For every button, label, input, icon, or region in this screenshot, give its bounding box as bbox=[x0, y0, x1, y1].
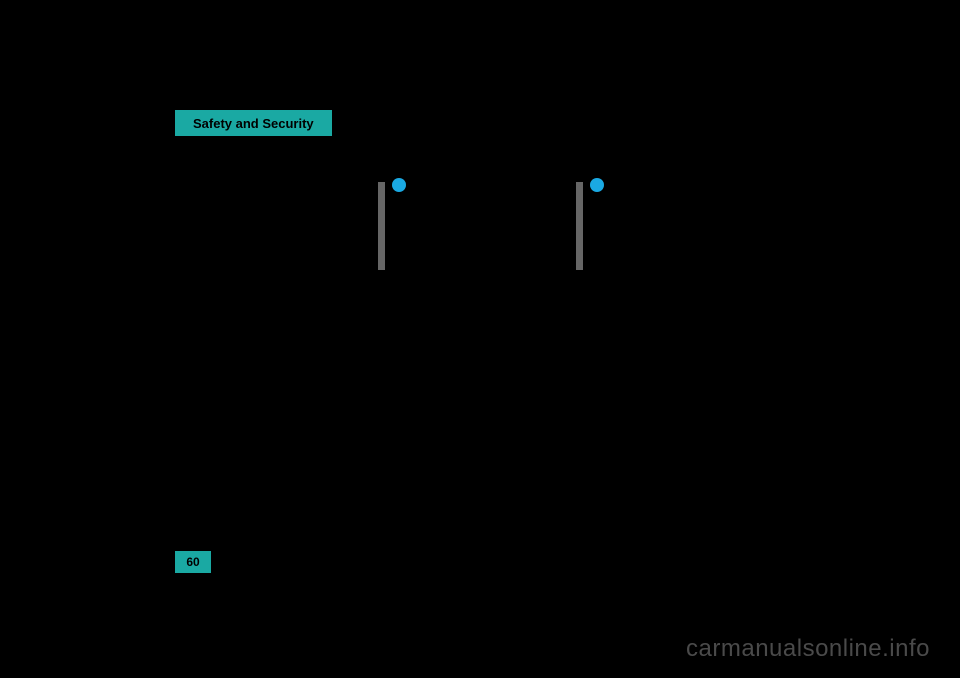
info-icon bbox=[590, 178, 604, 192]
page-number-value: 60 bbox=[186, 555, 199, 569]
watermark-text: carmanualsonline.info bbox=[686, 635, 930, 663]
page-number-badge: 60 bbox=[175, 551, 211, 573]
vertical-bar bbox=[576, 182, 583, 270]
header-tab: Safety and Security bbox=[175, 110, 332, 136]
vertical-bar bbox=[378, 182, 385, 270]
header-tab-label: Safety and Security bbox=[193, 116, 314, 131]
info-icon bbox=[392, 178, 406, 192]
